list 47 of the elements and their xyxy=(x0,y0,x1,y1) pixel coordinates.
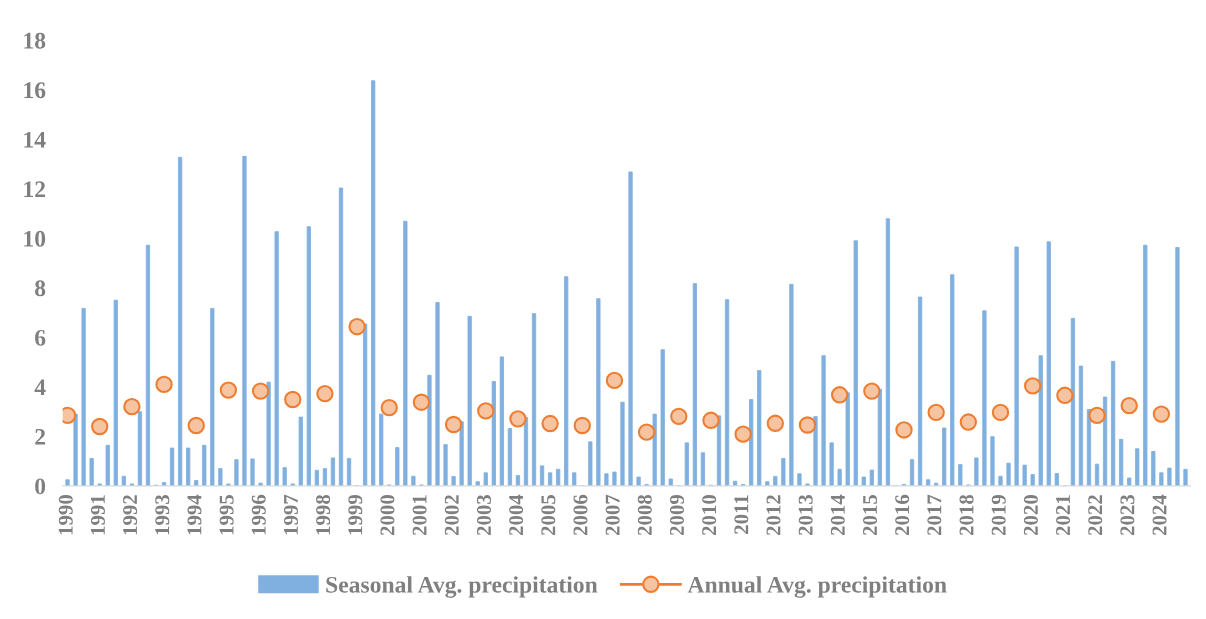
x-tick-label: 2002 xyxy=(444,495,459,536)
legend-label: Annual Avg. precipitation xyxy=(687,576,947,598)
x-tick-label: 2023 xyxy=(1120,494,1135,536)
x-tick-label: 1990 xyxy=(58,495,73,535)
x-tick-label: 1991 xyxy=(90,495,105,535)
x-tick-label: 2015 xyxy=(862,495,878,536)
y-tick-label: 18 xyxy=(24,32,46,49)
y-tick-label: 14 xyxy=(24,131,46,148)
x-tick-label: 2009 xyxy=(669,495,685,536)
x-tick-label: 2005 xyxy=(541,495,556,536)
y-tick-label: 2 xyxy=(35,428,46,445)
y-tick-label: 8 xyxy=(35,280,46,297)
y-tick-label: 12 xyxy=(24,181,46,197)
y-tick-label: 6 xyxy=(35,329,46,346)
x-tick-label: 2021 xyxy=(1056,495,1071,536)
x-tick-label: 2012 xyxy=(766,495,781,536)
x-tick-label: 2024 xyxy=(1152,494,1167,536)
x-tick-label: 2004 xyxy=(509,494,524,536)
x-tick-label: 2006 xyxy=(573,494,588,536)
x-tick-label: 2000 xyxy=(380,495,395,536)
y-tick-label: 4 xyxy=(34,379,46,396)
y-tick-label: 16 xyxy=(24,82,46,99)
x-tick-label: 2013 xyxy=(798,494,813,536)
y-tick-label: 10 xyxy=(24,230,46,247)
x-tick-label: 2014 xyxy=(830,494,845,536)
x-tick-label: 2017 xyxy=(927,494,942,536)
x-tick-label: 1997 xyxy=(283,494,298,535)
x-tick-label: 1996 xyxy=(251,494,266,535)
x-tick-label: 1992 xyxy=(123,495,138,535)
x-tick-label: 2011 xyxy=(734,495,749,534)
x-tick-label: 1993 xyxy=(155,494,170,535)
x-tick-label: 2022 xyxy=(1088,495,1103,536)
y-tick-label: 0 xyxy=(35,478,46,495)
x-tick-label: 2001 xyxy=(412,495,427,536)
legend-label: Seasonal Avg. precipitation xyxy=(326,576,598,598)
x-tick-label: 2010 xyxy=(702,495,717,536)
x-tick-label: 1995 xyxy=(219,495,234,535)
x-tick-label: 2019 xyxy=(991,495,1006,536)
x-tick-label: 2008 xyxy=(637,494,652,536)
x-tick-label: 2016 xyxy=(895,494,910,536)
x-tick-label: 2020 xyxy=(1023,495,1038,536)
x-tick-label: 2018 xyxy=(959,494,974,536)
x-tick-label: 1999 xyxy=(348,495,363,535)
x-tick-label: 2003 xyxy=(476,494,491,536)
x-tick-label: 1998 xyxy=(316,494,331,535)
x-tick-label: 1994 xyxy=(187,494,202,535)
x-tick-label: 2007 xyxy=(605,494,620,536)
